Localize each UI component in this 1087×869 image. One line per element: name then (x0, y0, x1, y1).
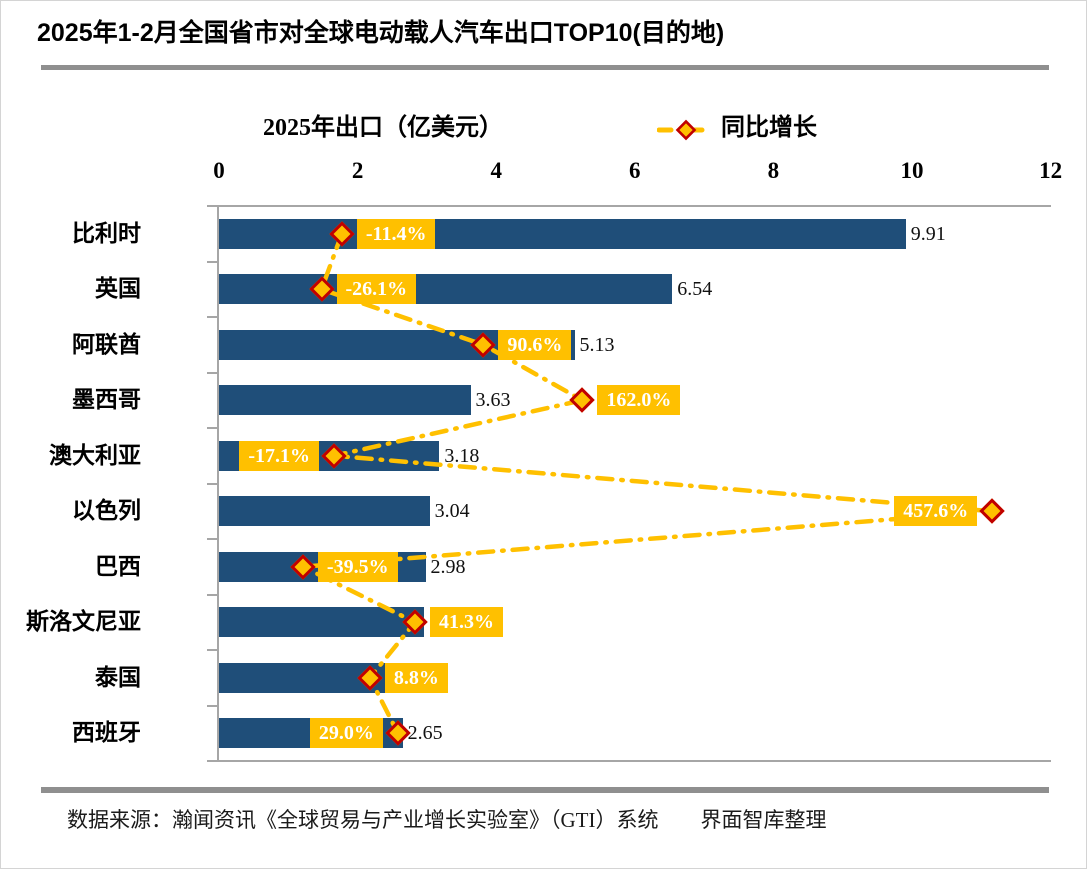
category-axis-tick (207, 593, 218, 596)
category-axis-tick (207, 316, 218, 318)
growth-label: 162.0% (597, 385, 681, 416)
bar-value-label: 3.63 (475, 389, 511, 412)
growth-marker-diamond-icon (569, 387, 596, 413)
category-label: 阿联酋 (72, 331, 141, 357)
x-axis-tick-label: 6 (629, 158, 641, 183)
bar-value-label: 3.18 (444, 444, 480, 467)
category-label: 斯洛文尼亚 (26, 609, 141, 635)
category-axis-tick (207, 371, 218, 374)
category-axis-tick (207, 427, 218, 429)
bar (219, 218, 906, 249)
category-axis-tick (207, 260, 218, 263)
growth-label: 457.6% (894, 496, 978, 527)
title-divider (41, 65, 1049, 70)
x-axis-tick-label: 2 (351, 158, 364, 183)
bar (219, 385, 471, 416)
category-label: 英国 (95, 276, 141, 302)
growth-label: 90.6% (498, 329, 572, 360)
x-axis-tick-label: 4 (490, 158, 502, 183)
growth-label: 8.8% (384, 662, 448, 693)
category-axis-tick (207, 760, 218, 762)
category-axis-line (217, 205, 219, 762)
growth-label: 29.0% (309, 718, 383, 749)
category-axis-tick (207, 649, 218, 651)
category-axis-tick (207, 704, 218, 707)
bar-value-label: 2.65 (407, 722, 443, 745)
footer-divider (41, 787, 1049, 793)
chart-title: 2025年1-2月全国省市对全球电动载人汽车出口TOP10(目的地) (37, 19, 725, 47)
category-label: 巴西 (95, 553, 141, 579)
category-label: 西班牙 (72, 720, 141, 746)
category-axis-tick (207, 482, 218, 485)
category-label: 澳大利亚 (49, 442, 141, 468)
growth-label: 41.3% (429, 607, 503, 638)
growth-label: -26.1% (336, 274, 417, 305)
category-label: 泰国 (95, 664, 141, 690)
line-series-marker-icon (657, 119, 713, 141)
growth-label: -39.5% (317, 551, 398, 582)
bar (219, 496, 430, 527)
category-label: 墨西哥 (72, 387, 141, 413)
bar-value-label: 6.54 (677, 278, 713, 301)
x-axis-tick-label: 0 (213, 158, 225, 183)
x-axis-tick-label: 8 (767, 158, 780, 183)
plot-top-line (207, 205, 1051, 207)
bar-value-label: 3.04 (434, 500, 470, 523)
legend-line-label: 同比增长 (721, 115, 817, 141)
x-axis-tick-label: 10 (900, 158, 924, 183)
category-axis-tick (207, 538, 218, 540)
bar (219, 607, 425, 638)
growth-label: -17.1% (239, 440, 319, 471)
bar-value-label: 2.98 (430, 555, 466, 578)
bar (219, 274, 673, 305)
growth-label: -11.4% (356, 218, 436, 249)
category-label: 比利时 (72, 220, 141, 246)
bar-value-label: 9.91 (910, 222, 946, 245)
plot-bottom-line (207, 760, 1051, 762)
category-label: 以色列 (72, 498, 141, 524)
x-axis-tick-label: 12 (1039, 158, 1063, 183)
category-axis-tick (207, 205, 218, 207)
source-note: 数据来源：瀚闻资讯《全球贸易与产业增长实验室》（GTI）系统 界面智库整理 (67, 808, 827, 832)
legend-bar-label: 2025年出口（亿美元） (263, 115, 503, 141)
growth-marker-diamond-icon (979, 498, 1005, 524)
bar-value-label: 5.13 (579, 333, 615, 356)
